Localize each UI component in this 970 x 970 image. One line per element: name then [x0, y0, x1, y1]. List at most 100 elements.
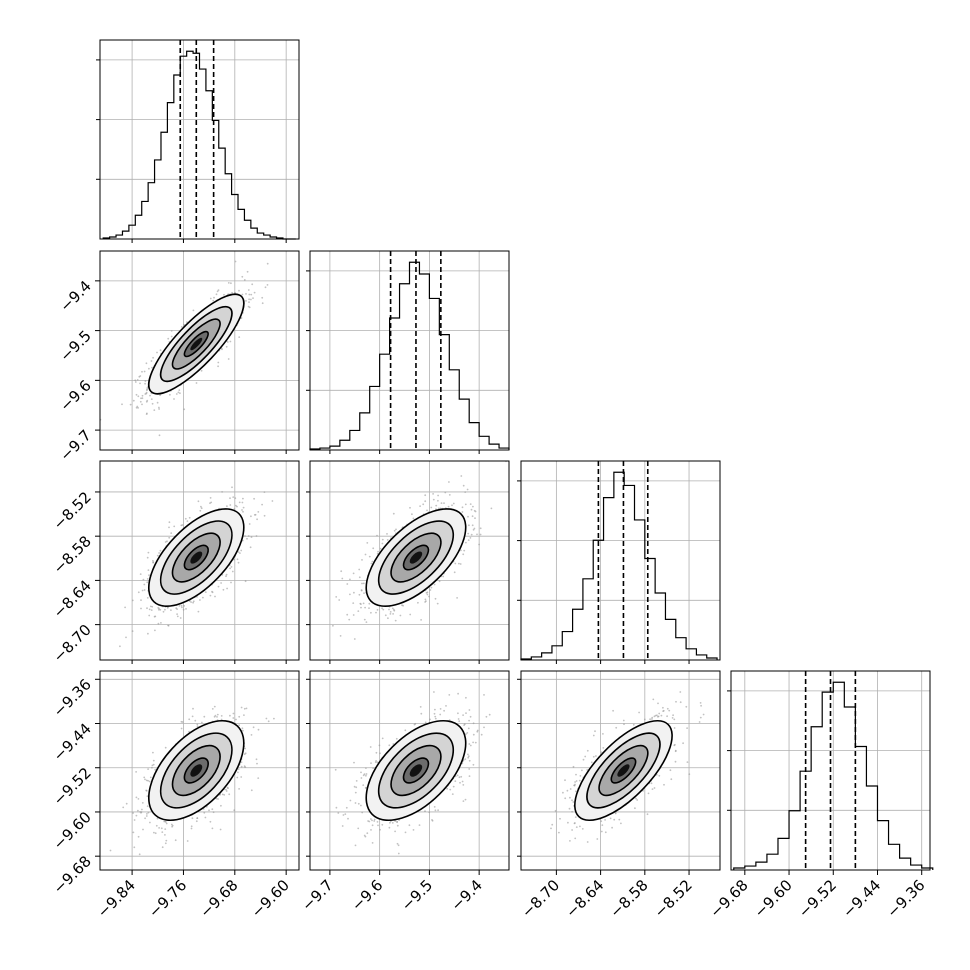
sample-point [156, 401, 159, 404]
sample-point [246, 537, 248, 540]
sample-point [137, 835, 140, 838]
sample-point [217, 289, 220, 291]
contour-line [402, 544, 430, 571]
sample-point [251, 283, 254, 286]
density-core [190, 551, 203, 564]
sample-point [145, 391, 148, 394]
sample-point [469, 537, 472, 539]
sample-point [121, 403, 123, 406]
sample-point [244, 752, 247, 755]
sample-point [337, 812, 340, 814]
sample-point [428, 595, 430, 598]
sample-point [432, 498, 435, 501]
sample-point [353, 591, 355, 594]
sample-point [472, 505, 474, 508]
sample-point [448, 481, 450, 483]
sample-point [248, 293, 251, 296]
sample-point [467, 532, 470, 535]
sample-point [439, 708, 442, 710]
sample-point [122, 806, 125, 809]
sample-point [263, 491, 266, 493]
sample-point [342, 814, 345, 816]
sample-point [437, 809, 439, 812]
sample-point [456, 597, 458, 599]
sample-point [137, 809, 139, 812]
sample-point [381, 538, 384, 541]
sample-point [226, 505, 228, 508]
sample-point [141, 394, 144, 397]
sample-point [212, 811, 215, 814]
sample-point [267, 720, 270, 723]
sample-point [433, 583, 436, 586]
sample-point [434, 708, 436, 711]
sample-point [393, 608, 395, 611]
panel-border [309, 250, 510, 451]
sample-point [399, 614, 402, 617]
sample-point [240, 706, 243, 709]
sample-point [255, 535, 258, 537]
sample-point [490, 507, 493, 510]
sample-point [225, 573, 228, 576]
sample-point [164, 834, 166, 836]
sample-point [256, 762, 258, 765]
sample-point [243, 714, 245, 716]
sample-point [229, 497, 231, 500]
sample-point [257, 511, 260, 513]
sample-point [372, 547, 375, 550]
sample-point [217, 798, 219, 800]
sample-point [190, 601, 193, 603]
sample-point [231, 570, 234, 573]
sample-point [245, 707, 248, 710]
sample-point [232, 496, 235, 498]
panel-2-0 [99, 460, 300, 661]
sample-point [233, 809, 236, 812]
sample-point [150, 360, 153, 362]
sample-point [236, 776, 239, 779]
sample-point [466, 488, 469, 491]
sample-point [137, 407, 140, 409]
sample-point [479, 533, 482, 536]
panel-3-1 [309, 670, 510, 871]
sample-point [190, 827, 193, 830]
sample-point [217, 585, 220, 588]
sample-point [147, 551, 150, 554]
sample-point [273, 717, 275, 720]
sample-point [348, 618, 351, 621]
sample-point [461, 506, 464, 509]
sample-point [147, 768, 150, 770]
sample-point [136, 379, 139, 381]
sample-point [473, 527, 476, 530]
sample-point [234, 497, 237, 500]
panel-border [309, 460, 510, 661]
panel-border [99, 39, 300, 240]
sample-point [109, 849, 112, 852]
sample-point [366, 542, 369, 544]
sample-point [243, 765, 246, 768]
contour-line [171, 532, 221, 583]
sample-point [146, 597, 149, 599]
sample-point [409, 613, 412, 616]
sample-point [430, 506, 433, 509]
sample-point [154, 629, 156, 632]
sample-point [220, 715, 223, 717]
panel-3-3 [727, 670, 934, 871]
sample-point [420, 712, 423, 715]
sample-point [146, 556, 149, 559]
sample-point [474, 510, 477, 513]
sample-point [152, 559, 154, 562]
sample-point [360, 777, 363, 779]
sample-point [360, 589, 363, 592]
sample-point [181, 721, 184, 723]
sample-point [242, 497, 244, 500]
sample-point [386, 533, 388, 535]
sample-point [425, 592, 428, 594]
sample-point [470, 533, 473, 536]
sample-point [241, 293, 244, 296]
sample-point [144, 817, 147, 820]
sample-point [152, 759, 155, 762]
sample-point [140, 397, 142, 400]
sample-point [467, 515, 469, 518]
sample-point [146, 795, 149, 798]
sample-point [465, 733, 467, 735]
sample-point [434, 715, 437, 718]
